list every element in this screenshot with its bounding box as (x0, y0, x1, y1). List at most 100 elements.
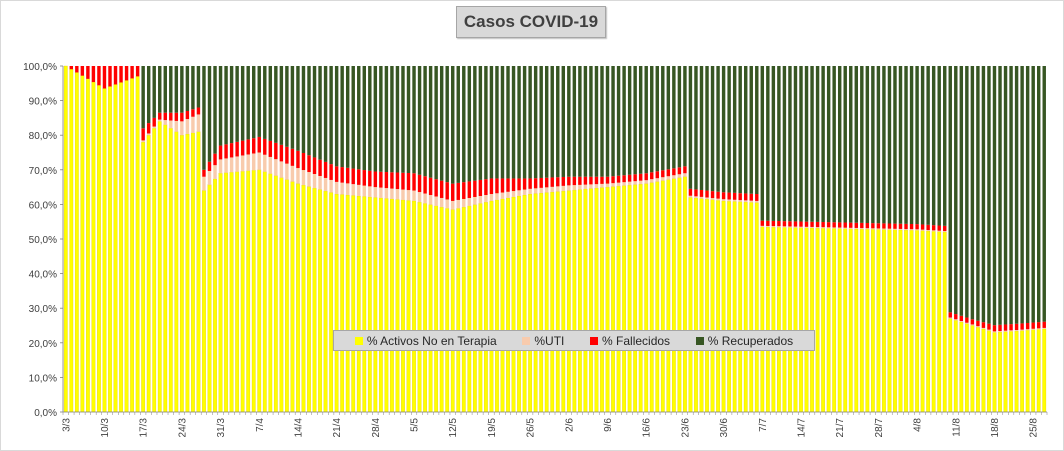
bar-segment-fallecidos (467, 181, 472, 198)
bar-segment-uti (650, 179, 654, 183)
bar-segment-activos (213, 178, 217, 413)
bar-segment-recuperados (158, 66, 162, 113)
bar-segment-recuperados (462, 66, 466, 183)
x-tick-label: 28/4 (371, 418, 382, 438)
bar-segment-uti (605, 183, 610, 188)
bar-segment-activos (594, 187, 599, 413)
bar-segment-uti (351, 184, 355, 196)
bar-segment-recuperados (401, 66, 405, 173)
bar-segment-uti (522, 189, 527, 196)
bar-segment-activos (1003, 331, 1008, 413)
bar-segment-recuperados (423, 66, 427, 177)
bar-segment-fallecidos (340, 167, 344, 183)
bar-segment-uti (644, 180, 648, 184)
bar-segment-activos (649, 182, 654, 413)
bar-segment-activos (671, 178, 676, 413)
bar-segment-activos (378, 197, 383, 413)
bar-segment-activos (384, 198, 389, 413)
bar-segment-activos (511, 196, 516, 413)
bar-segment-recuperados (600, 66, 604, 177)
bar-segment-fallecidos (567, 176, 571, 186)
bar-segment-recuperados (849, 66, 853, 223)
bar-segment-fallecidos (572, 176, 577, 186)
bar-segment-recuperados (500, 66, 505, 179)
bar-segment-uti (567, 185, 571, 191)
bar-segment-fallecidos (124, 66, 129, 81)
bar-segment-fallecidos (561, 176, 566, 186)
bar-segment-recuperados (793, 66, 798, 222)
bar-segment-fallecidos (373, 171, 378, 188)
bar-segment-activos (566, 190, 571, 413)
bar-segment-activos (655, 181, 660, 413)
bar-segment-activos (583, 188, 588, 413)
bar-segment-recuperados (998, 66, 1002, 325)
bar-segment-activos (417, 202, 422, 413)
bar-segment-fallecidos (401, 172, 405, 190)
bar-segment-fallecidos (544, 177, 549, 188)
bar-segment-activos (633, 184, 638, 413)
bar-segment-activos (859, 228, 864, 413)
bar-segment-recuperados (428, 66, 433, 178)
bar-segment-recuperados (561, 66, 566, 177)
bar-segment-recuperados (279, 66, 284, 145)
bar-segment-activos (340, 194, 345, 413)
bar-segment-activos (395, 199, 400, 413)
bar-segment-uti (329, 179, 333, 193)
bar-segment-activos (74, 72, 79, 413)
bar-segment-fallecidos (307, 155, 311, 173)
bar-segment-uti (395, 189, 400, 200)
bar-segment-recuperados (544, 66, 549, 178)
bar-segment-fallecidos (638, 173, 643, 181)
bar-segment-uti (926, 230, 930, 232)
bar-segment-recuperados (1025, 66, 1030, 323)
bar-segment-fallecidos (821, 222, 825, 228)
bar-segment-fallecidos (1042, 321, 1046, 328)
bar-segment-uti (732, 199, 737, 202)
bar-segment-recuperados (987, 66, 991, 324)
bar-segment-recuperados (379, 66, 383, 172)
bar-segment-activos (843, 228, 848, 413)
bar-segment-uti (556, 186, 560, 192)
bar-segment-uti (793, 226, 798, 228)
bar-segment-fallecidos (943, 225, 947, 232)
bar-segment-recuperados (550, 66, 554, 178)
x-tick-label: 4/8 (913, 418, 924, 432)
chart-legend: % Activos No en Terapia %UTI % Fallecido… (333, 330, 815, 351)
bar-segment-fallecidos (213, 153, 217, 166)
bar-segment-uti (749, 200, 753, 203)
bar-segment-uti (279, 161, 284, 178)
bar-segment-activos (146, 135, 151, 413)
bar-segment-activos (345, 194, 350, 413)
bar-segment-recuperados (1003, 66, 1008, 325)
bar-segment-recuperados (191, 66, 195, 110)
bar-segment-uti (489, 194, 494, 201)
bar-segment-recuperados (976, 66, 980, 321)
bar-segment-recuperados (517, 66, 521, 179)
bar-segment-recuperados (777, 66, 781, 222)
bar-segment-fallecidos (627, 174, 632, 182)
bar-segment-recuperados (218, 66, 223, 146)
bar-segment-uti (616, 182, 621, 187)
bar-segment-activos (926, 230, 931, 413)
bar-segment-recuperados (1020, 66, 1024, 324)
bar-segment-activos (301, 184, 306, 413)
bar-segment-activos (69, 69, 74, 413)
x-tick-label: 7/7 (758, 418, 769, 432)
bar-segment-uti (500, 192, 505, 199)
bar-segment-recuperados (738, 66, 742, 194)
bar-segment-recuperados (749, 66, 753, 194)
bar-segment-recuperados (224, 66, 228, 145)
bar-segment-fallecidos (882, 223, 886, 229)
bar-segment-fallecidos (981, 322, 986, 328)
bar-segment-recuperados (721, 66, 726, 193)
bar-segment-fallecidos (263, 138, 267, 155)
bar-segment-fallecidos (688, 188, 693, 196)
bar-segment-uti (661, 177, 665, 181)
bar-segment-activos (218, 173, 223, 413)
bar-segment-activos (578, 189, 582, 413)
bar-segment-fallecidos (948, 312, 952, 318)
bar-segment-activos (367, 196, 372, 413)
bar-segment-fallecidos (456, 182, 460, 200)
x-tick-label: 3/3 (61, 418, 72, 432)
bar-segment-fallecidos (799, 221, 803, 227)
